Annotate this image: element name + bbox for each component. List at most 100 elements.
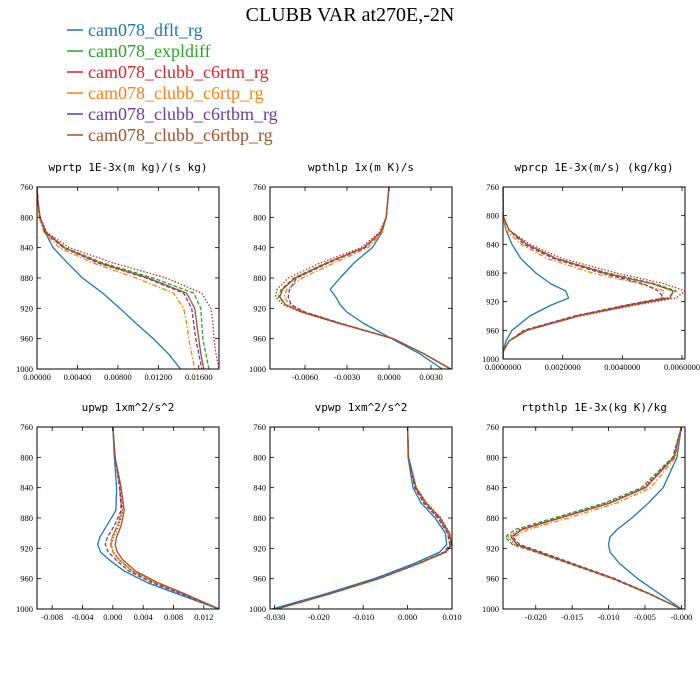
series-line xyxy=(272,427,448,609)
y-tick-label: 760 xyxy=(253,182,266,192)
y-tick-label: 800 xyxy=(486,452,499,462)
plot-frame xyxy=(269,426,453,610)
x-tick-label: 0.008 xyxy=(164,612,183,622)
series-group xyxy=(274,187,451,369)
x-tick-label: 0.012 xyxy=(194,612,213,622)
legend: cam078_dflt_rgcam078_expldiffcam078_club… xyxy=(67,20,278,145)
x-tick-label: 0.0030 xyxy=(419,372,442,382)
panel-title: upwp 1xm^2/s^2 xyxy=(82,401,175,414)
y-tick-label: 840 xyxy=(20,483,33,493)
series-line xyxy=(607,427,683,609)
series-line xyxy=(37,187,203,369)
y-tick-label: 1000 xyxy=(249,604,266,614)
series-line xyxy=(37,187,182,369)
y-tick-label: 800 xyxy=(253,212,266,222)
y-tick-label: 920 xyxy=(20,303,33,313)
x-tick-label: 0.0040000 xyxy=(604,362,640,372)
figure-title: CLUBB VAR at270E,-2N xyxy=(246,4,455,26)
plot-frame xyxy=(36,426,220,610)
y-tick-label: 880 xyxy=(486,268,499,278)
x-tick-label: 0.00000 xyxy=(23,372,51,382)
y-tick-label: 1000 xyxy=(482,354,499,364)
legend-entry: cam078_clubb_c6rtbp_rg xyxy=(67,125,273,145)
y-tick-label: 800 xyxy=(253,452,266,462)
y-tick-label: 1000 xyxy=(16,604,33,614)
x-tick-label: -0.020 xyxy=(308,612,330,622)
panel-title: rtpthlp 1E-3x(kg K)/kg xyxy=(521,401,667,414)
y-tick-label: 1000 xyxy=(482,604,499,614)
y-tick-label: 800 xyxy=(20,452,33,462)
series-line xyxy=(97,427,219,609)
series-line xyxy=(110,427,219,609)
panel: rtpthlp 1E-3x(kg K)/kg 760 800 840 880 920 960… xyxy=(482,401,692,622)
panels: wprtp 1E-3x(m kg)/(s kg) 760 800 840 880 920 9… xyxy=(16,161,700,622)
legend-entry: cam078_clubb_c6rtm_rg xyxy=(67,62,269,82)
legend-entry: cam078_expldiff xyxy=(67,41,211,61)
series-line xyxy=(37,187,210,369)
y-tick-label: 800 xyxy=(486,211,499,221)
panel-title: vpwp 1xm^2/s^2 xyxy=(315,401,408,414)
y-tick-label: 880 xyxy=(20,273,33,283)
x-tick-label: -0.030 xyxy=(263,612,285,622)
legend-label: cam078_clubb_c6rtp_rg xyxy=(88,83,264,103)
y-tick-label: 840 xyxy=(20,243,33,253)
x-tick-label: -0.010 xyxy=(352,612,374,622)
plot-frame xyxy=(502,186,686,360)
series-line xyxy=(109,427,219,609)
x-tick-label: -0.005 xyxy=(634,612,656,622)
series-line xyxy=(279,187,451,369)
series-line xyxy=(37,187,219,369)
x-tick-label: 0.01600 xyxy=(185,372,213,382)
series-line xyxy=(276,427,452,609)
y-tick-label: 880 xyxy=(253,513,266,523)
series-line xyxy=(507,427,682,609)
y-tick-label: 840 xyxy=(253,483,266,493)
panel-title: wprtp 1E-3x(m kg)/(s kg) xyxy=(49,161,208,174)
x-tick-label: -0.020 xyxy=(525,612,547,622)
x-tick-label: 0.0060000 xyxy=(664,362,700,372)
series-line xyxy=(277,187,451,369)
panel: wprtp 1E-3x(m kg)/(s kg) 760 800 840 880 920 9… xyxy=(16,161,220,382)
series-line xyxy=(503,187,685,359)
legend-entry: cam078_clubb_c6rtbm_rg xyxy=(67,104,278,124)
y-tick-label: 1000 xyxy=(249,364,266,374)
y-tick-label: 920 xyxy=(253,543,266,553)
series-line xyxy=(503,187,570,359)
series-line xyxy=(503,187,665,359)
x-tick-label: 0.000 xyxy=(103,612,122,622)
legend-entry: cam078_dflt_rg xyxy=(67,20,203,40)
y-tick-label: 880 xyxy=(253,273,266,283)
series-line xyxy=(287,187,451,369)
series-line xyxy=(503,187,674,359)
panel: wpthlp 1x(m K)/s 760 800 840 880 920 960 1000 -0… xyxy=(249,161,453,382)
panel: wprcp 1E-3x(m/s) (kg/kg) 760 800 840 880 920 9… xyxy=(482,161,700,372)
series-group xyxy=(503,187,685,359)
y-tick-label: 920 xyxy=(253,303,266,313)
x-tick-label: 0.0000000 xyxy=(485,362,521,372)
series-line xyxy=(104,427,219,609)
y-tick-label: 960 xyxy=(253,334,266,344)
y-tick-label: 920 xyxy=(20,543,33,553)
x-tick-label: -0.004 xyxy=(72,612,95,622)
x-tick-label: -0.010 xyxy=(598,612,620,622)
y-tick-label: 760 xyxy=(486,422,499,432)
series-line xyxy=(112,427,219,609)
legend-label: cam078_clubb_c6rtbm_rg xyxy=(88,104,278,124)
legend-entry: cam078_clubb_c6rtp_rg xyxy=(67,83,264,103)
panel-title: wpthlp 1x(m K)/s xyxy=(308,161,414,174)
y-tick-label: 840 xyxy=(253,243,266,253)
y-tick-label: 960 xyxy=(486,574,499,584)
plot-frame xyxy=(502,426,686,610)
x-tick-label: 0.0000 xyxy=(377,372,400,382)
x-tick-label: -0.015 xyxy=(561,612,583,622)
y-tick-label: 920 xyxy=(486,297,499,307)
series-line xyxy=(283,187,451,369)
series-line xyxy=(503,187,665,359)
plot-frame xyxy=(36,186,220,370)
x-tick-label: -0.0030 xyxy=(334,372,360,382)
series-line xyxy=(503,187,677,359)
x-tick-label: -0.0060 xyxy=(292,372,318,382)
y-tick-label: 840 xyxy=(486,483,499,493)
series-line xyxy=(274,187,451,369)
